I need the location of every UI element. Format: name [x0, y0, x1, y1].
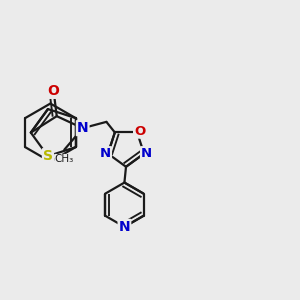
Text: CH₃: CH₃	[55, 154, 74, 164]
Text: O: O	[134, 125, 145, 138]
Text: O: O	[48, 84, 59, 98]
Text: N: N	[118, 220, 130, 234]
Text: N: N	[141, 147, 152, 160]
Text: N: N	[100, 147, 111, 160]
Text: S: S	[43, 149, 53, 163]
Text: N: N	[77, 121, 88, 135]
